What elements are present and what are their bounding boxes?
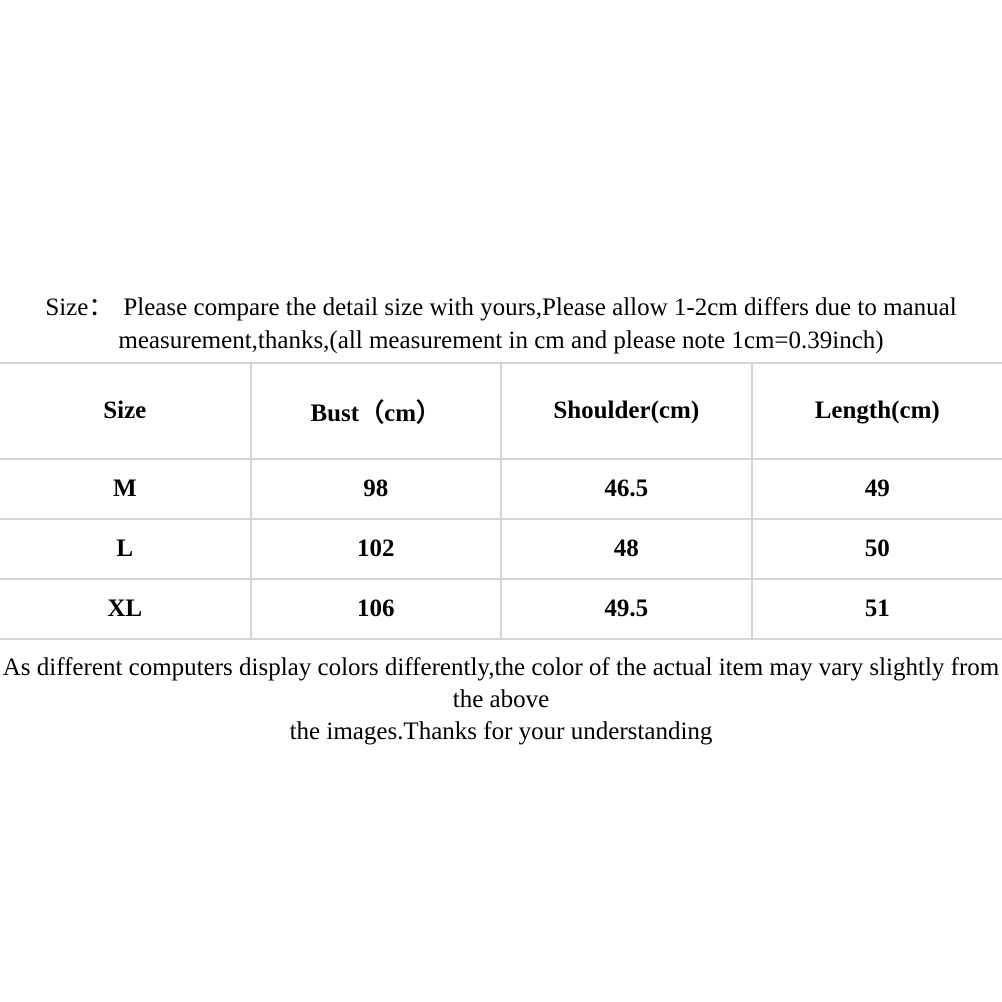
cell-size: M xyxy=(0,458,252,520)
table-row-m: M 98 46.5 49 xyxy=(0,458,1002,520)
cell-shoulder: 48 xyxy=(500,518,753,580)
cell-size: L xyxy=(0,518,252,580)
cell-length: 49 xyxy=(750,458,1002,520)
notice-text-line-2: measurement,thanks,(all measurement in c… xyxy=(118,327,884,354)
cell-shoulder: 49.5 xyxy=(500,578,753,640)
disclaimer-line-1: As different computers display colors di… xyxy=(2,654,1000,713)
cell-bust: 106 xyxy=(249,578,502,640)
size-chart-table: Size Bust（cm） Shoulder(cm) Length(cm) M … xyxy=(0,362,1002,640)
cell-bust: 102 xyxy=(249,518,502,580)
cell-length: 50 xyxy=(750,518,1002,580)
cell-size: XL xyxy=(0,578,252,640)
cell-length: 51 xyxy=(750,578,1002,640)
notice-text-line-1: Please compare the detail size with your… xyxy=(123,294,957,321)
header-cell-length: Length(cm) xyxy=(750,362,1002,460)
cell-bust: 98 xyxy=(249,458,502,520)
table-header-row: Size Bust（cm） Shoulder(cm) Length(cm) xyxy=(0,362,1002,460)
color-disclaimer: As different computers display colors di… xyxy=(0,652,1002,748)
notice-line-1: Size： Please compare the detail size with… xyxy=(0,291,1002,324)
cell-shoulder: 46.5 xyxy=(500,458,753,520)
header-cell-bust: Bust（cm） xyxy=(249,362,502,460)
header-cell-size: Size xyxy=(0,362,252,460)
table-row-l: L 102 48 50 xyxy=(0,518,1002,580)
table-row-xl: XL 106 49.5 51 xyxy=(0,578,1002,640)
notice-size-label: Size： xyxy=(45,294,114,321)
size-notice: Size： Please compare the detail size with… xyxy=(0,291,1002,357)
disclaimer-line-2: the images.Thanks for your understanding xyxy=(289,718,713,745)
header-cell-shoulder: Shoulder(cm) xyxy=(500,362,753,460)
